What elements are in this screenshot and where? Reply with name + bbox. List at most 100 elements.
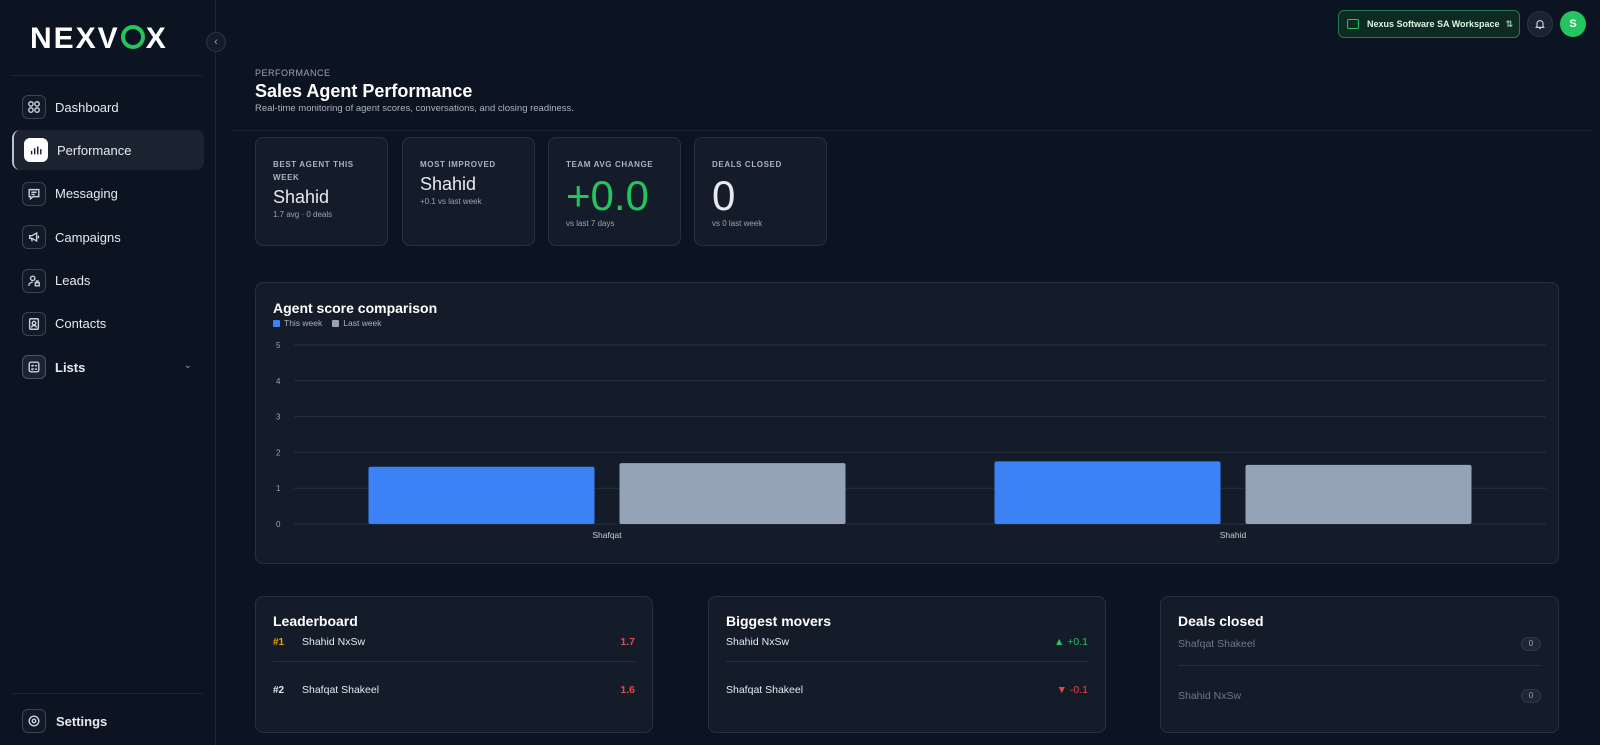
page-eyebrow: PERFORMANCE bbox=[255, 68, 331, 78]
kpi-best-agent: BEST AGENT THIS WEEK Shahid 1.7 avg · 0 … bbox=[255, 137, 388, 246]
kpi-most-improved: MOST IMPROVED Shahid +0.1 vs last week bbox=[402, 137, 535, 246]
chat-bubble-logo-icon bbox=[120, 25, 145, 49]
message-icon bbox=[22, 181, 46, 206]
mover-row[interactable]: Shahid NxSw ▲ +0.1 bbox=[726, 632, 1088, 652]
agent-name: Shafqat Shakeel bbox=[302, 684, 380, 696]
biggest-movers-card: Biggest movers Shahid NxSw ▲ +0.1 Shafqa… bbox=[708, 596, 1106, 733]
y-tick-label: 3 bbox=[276, 413, 281, 422]
megaphone-icon bbox=[22, 225, 46, 250]
sidebar-divider bbox=[12, 693, 203, 694]
y-tick-label: 0 bbox=[276, 520, 281, 529]
card-title: Deals closed bbox=[1178, 613, 1264, 629]
deal-row[interactable]: Shafqat Shakeel 0 bbox=[1178, 634, 1541, 654]
page-subtitle: Real-time monitoring of agent scores, co… bbox=[255, 103, 574, 114]
contact-card-icon bbox=[22, 311, 46, 336]
sidebar-item-messaging[interactable]: Messaging bbox=[12, 174, 204, 214]
bar-last-week[interactable] bbox=[1245, 464, 1472, 524]
chart-title: Agent score comparison bbox=[273, 300, 438, 316]
row-divider bbox=[273, 661, 635, 662]
sidebar-item-label: Lists bbox=[55, 359, 86, 375]
y-tick-label: 5 bbox=[276, 341, 281, 350]
legend-swatch bbox=[273, 319, 280, 327]
user-lock-icon bbox=[22, 268, 46, 293]
delta-value: ▲ +0.1 bbox=[1053, 636, 1088, 648]
deal-count-badge: 0 bbox=[1521, 637, 1541, 651]
bar-chart: 0 1 2 3 4 5 Shafqat Shahid bbox=[276, 341, 1546, 540]
sidebar-item-label: Messaging bbox=[55, 186, 118, 202]
legend-label: This week bbox=[284, 318, 323, 328]
kpi-sub: vs last 7 days bbox=[566, 219, 615, 228]
legend-label: Last week bbox=[343, 318, 382, 328]
sidebar-item-label: Settings bbox=[56, 713, 108, 729]
leaderboard-card: Leaderboard #1 Shahid NxSw 1.7 #2 Shafqa… bbox=[255, 596, 653, 733]
sidebar-item-contacts[interactable]: Contacts bbox=[12, 304, 204, 344]
bar-this-week[interactable] bbox=[994, 461, 1221, 524]
building-icon bbox=[1347, 19, 1359, 29]
sidebar-item-label: Performance bbox=[57, 142, 132, 158]
sidebar: NEXV X Dashboard Performance Messaging Ca… bbox=[0, 0, 216, 745]
mover-row[interactable]: Shafqat Shakeel ▼ -0.1 bbox=[726, 680, 1088, 700]
sidebar-item-settings[interactable]: Settings bbox=[22, 709, 107, 733]
agent-name: Shahid NxSw bbox=[1178, 690, 1242, 702]
agent-score: 1.6 bbox=[620, 684, 635, 696]
agent-score-chart-card: Agent score comparison This week Last we… bbox=[255, 282, 1559, 564]
header-divider bbox=[232, 130, 1592, 131]
y-tick-label: 2 bbox=[276, 448, 281, 457]
agent-name: Shafqat Shakeel bbox=[1178, 638, 1256, 650]
legend-item-last-week[interactable]: Last week bbox=[332, 318, 382, 328]
user-avatar[interactable]: S bbox=[1560, 11, 1586, 37]
sidebar-item-dashboard[interactable]: Dashboard bbox=[12, 87, 204, 127]
kpi-sub: vs 0 last week bbox=[712, 219, 763, 228]
y-tick-label: 1 bbox=[276, 484, 281, 493]
workspace-label: Nexus Software SA Workspace bbox=[1367, 19, 1500, 29]
sidebar-nav: Dashboard Performance Messaging Campaign… bbox=[12, 87, 204, 391]
agent-name: Shahid NxSw bbox=[302, 636, 366, 648]
deals-closed-card: Deals closed Shafqat Shakeel 0 Shahid Nx… bbox=[1160, 596, 1559, 733]
deal-row[interactable]: Shahid NxSw 0 bbox=[1178, 686, 1541, 706]
nexvox-logo[interactable]: NEXV X bbox=[30, 22, 168, 55]
chevron-down-icon[interactable]: ⌄ bbox=[183, 360, 192, 372]
leaderboard-row[interactable]: #1 Shahid NxSw 1.7 bbox=[273, 632, 635, 652]
sidebar-item-label: Campaigns bbox=[55, 229, 121, 245]
legend-swatch bbox=[332, 319, 340, 327]
kpi-sub: 1.7 avg · 0 deals bbox=[273, 210, 333, 219]
bar-last-week[interactable] bbox=[619, 463, 846, 524]
agent-name: Shafqat Shakeel bbox=[726, 684, 804, 696]
workspace-switcher[interactable]: Nexus Software SA Workspace ⇅ bbox=[1338, 10, 1520, 38]
sidebar-item-label: Leads bbox=[55, 273, 91, 289]
bar-this-week[interactable] bbox=[368, 466, 595, 524]
chart-legend: This week Last week bbox=[273, 318, 382, 328]
collapse-sidebar-button[interactable]: ‹ bbox=[206, 32, 226, 52]
kpi-value: Shahid bbox=[273, 187, 330, 207]
agent-score: 1.7 bbox=[620, 636, 635, 648]
kpi-value: +0.0 bbox=[566, 172, 649, 219]
deal-count-badge: 0 bbox=[1521, 689, 1541, 703]
leaderboard-row[interactable]: #2 Shafqat Shakeel 1.6 bbox=[273, 680, 635, 700]
notifications-button[interactable] bbox=[1527, 11, 1553, 37]
bar-chart-icon bbox=[24, 138, 48, 163]
rank-badge: #2 bbox=[273, 684, 285, 696]
kpi-label: MOST IMPROVED bbox=[420, 160, 496, 169]
kpi-label: BEST AGENT THIS WEEK bbox=[273, 160, 354, 182]
card-title: Leaderboard bbox=[273, 613, 358, 629]
sidebar-item-leads[interactable]: Leads bbox=[12, 261, 204, 301]
sidebar-item-campaigns[interactable]: Campaigns bbox=[12, 217, 204, 257]
list-icon bbox=[22, 355, 46, 380]
x-tick-label: Shafqat bbox=[592, 530, 622, 540]
row-divider bbox=[1178, 665, 1541, 666]
sidebar-item-lists[interactable]: Lists ⌄ bbox=[12, 347, 204, 387]
kpi-value: Shahid bbox=[420, 174, 477, 194]
agent-name: Shahid NxSw bbox=[726, 636, 790, 648]
y-tick-label: 4 bbox=[276, 377, 281, 386]
sidebar-item-label: Dashboard bbox=[55, 99, 119, 115]
kpi-team-avg-change: TEAM AVG CHANGE +0.0 vs last 7 days bbox=[548, 137, 681, 246]
row-divider bbox=[726, 661, 1088, 662]
kpi-value: 0 bbox=[712, 172, 736, 219]
sidebar-item-performance[interactable]: Performance bbox=[12, 130, 204, 171]
page-title: Sales Agent Performance bbox=[255, 81, 473, 101]
sidebar-divider bbox=[12, 75, 203, 76]
legend-item-this-week[interactable]: This week bbox=[273, 318, 322, 328]
x-tick-label: Shahid bbox=[1220, 530, 1247, 540]
kpi-sub: +0.1 vs last week bbox=[420, 197, 482, 206]
